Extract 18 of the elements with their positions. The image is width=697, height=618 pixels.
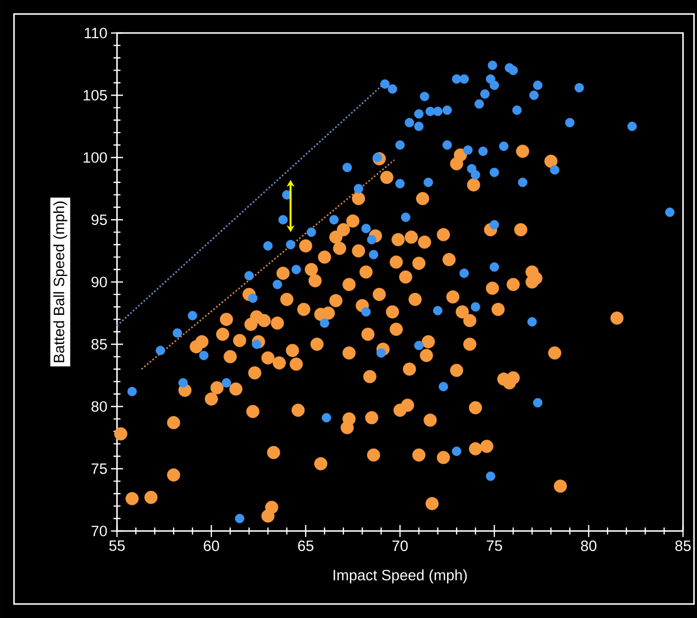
y-tick-label: 95 xyxy=(92,214,107,226)
y-tick-label: 75 xyxy=(92,464,107,474)
y-tick-label: 90 xyxy=(92,276,107,288)
y-tick-label: 70 xyxy=(92,526,107,536)
y-tick-label: 85 xyxy=(92,338,107,350)
x-tick-label: 85 xyxy=(675,540,691,552)
x-tick-label: 80 xyxy=(581,540,596,552)
x-tick-label: 55 xyxy=(109,540,125,551)
x-tick-label: 60 xyxy=(204,540,220,552)
x-tick-label: 70 xyxy=(392,540,408,552)
y-tick-label: 105 xyxy=(84,90,107,101)
y-tick-label: 100 xyxy=(84,152,107,163)
y-tick-label: 80 xyxy=(92,401,107,412)
x-tick-label: 65 xyxy=(298,540,314,552)
y-tick-label: 110 xyxy=(84,28,107,38)
x-axis-title: Impact Speed (mph) xyxy=(334,569,467,584)
y-axis-title: Batted Ball Speed (mph) xyxy=(53,202,68,362)
x-tick-label: 75 xyxy=(486,540,502,551)
